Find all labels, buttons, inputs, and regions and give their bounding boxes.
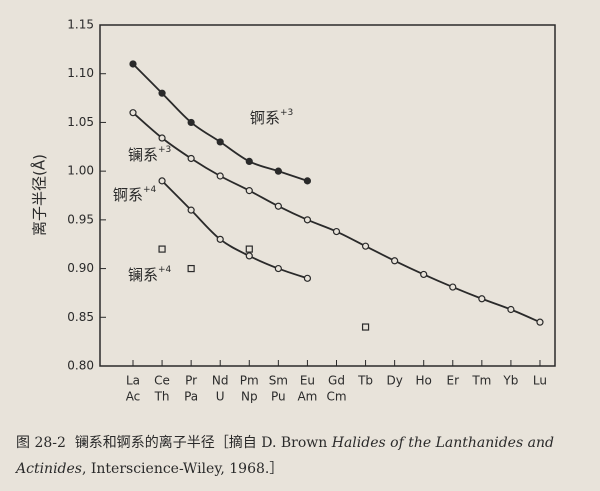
series-label: 锕系+4: [113, 185, 157, 204]
series-label: 镧系+3: [128, 145, 171, 164]
x-tick-label: Ho: [416, 374, 432, 388]
x-tick-label: Th: [154, 390, 170, 404]
series-line: [161, 180, 308, 280]
point: [391, 257, 399, 265]
series-name: 锕系: [113, 186, 143, 204]
point: [158, 134, 166, 142]
x-tick-label: Tb: [357, 374, 373, 388]
y-axis-label: 离子半径(Å): [30, 154, 49, 236]
caption: 图 28-2 镧系和锕系的离子半径［摘自 D. Brown Halides of…: [16, 430, 588, 482]
point: [449, 283, 457, 291]
series-charge: +3: [158, 145, 171, 155]
y-tick-label: 0.90: [67, 261, 94, 275]
caption-source: , Interscience-Wiley, 1968.］: [81, 461, 284, 477]
point: [129, 60, 137, 68]
x-tick-label: Pm: [240, 374, 259, 388]
series-charge: +4: [158, 265, 172, 275]
point: [158, 177, 166, 185]
point: [274, 202, 282, 210]
point: [303, 216, 312, 224]
x-tick-label: Dy: [386, 374, 402, 388]
point: [158, 89, 166, 97]
x-tick-label: Cm: [326, 390, 346, 404]
x-tick-label: Nd: [212, 374, 229, 388]
caption-book: Halides of the Lanthanides and Actinides: [16, 435, 554, 477]
point: [536, 318, 544, 326]
point: [507, 305, 515, 314]
series-name: 镧系: [128, 146, 158, 164]
x-tick-label: U: [216, 390, 225, 404]
x-tick-label: Ce: [154, 374, 170, 388]
series-name: 锕系: [250, 109, 280, 127]
x-tick-label: Eu: [300, 374, 315, 388]
point: [332, 227, 341, 236]
point: [187, 118, 195, 127]
point: [187, 154, 195, 163]
series-charge: +3: [280, 108, 293, 118]
x-tick-label: Gd: [328, 374, 345, 388]
y-tick-label: 1.10: [67, 66, 94, 80]
x-tick-label: Am: [297, 390, 317, 404]
x-tick-label: Ac: [126, 390, 141, 404]
point: [245, 245, 253, 253]
x-tick-label: Pr: [185, 374, 197, 388]
y-tick-label: 0.95: [67, 212, 94, 226]
point: [303, 274, 312, 282]
series-line: [132, 112, 541, 323]
x-tick-label: Er: [447, 374, 460, 388]
series-label: 锕系+3: [250, 108, 293, 127]
x-tick-label: Yb: [502, 374, 518, 388]
caption-text: 镧系和锕系的离子半径: [74, 435, 215, 451]
point: [361, 323, 370, 331]
point: [361, 242, 370, 250]
x-tick-label: Sm: [269, 374, 288, 388]
y-tick-label: 0.80: [67, 359, 94, 373]
chart: 离子半径(Å) 0.80 0.85 0.90 0.95 1.00 1.05 1.10 1.15…: [30, 18, 556, 404]
point: [245, 187, 253, 195]
y-tick-label: 1.05: [67, 115, 94, 129]
series-charge: +4: [143, 185, 157, 195]
point: [274, 264, 282, 273]
point: [129, 109, 137, 117]
point: [187, 264, 195, 273]
point: [158, 245, 166, 253]
x-tick-label: Np: [241, 390, 258, 404]
x-tick-label: Tm: [471, 374, 491, 388]
point: [216, 138, 224, 146]
point: [420, 270, 428, 279]
point: [216, 172, 224, 180]
point: [274, 167, 282, 175]
point: [303, 177, 312, 185]
caption-number: 图 28-2: [16, 435, 66, 451]
point: [478, 295, 486, 303]
point: [187, 206, 195, 214]
series-line: [132, 63, 308, 182]
caption-source: ［摘自 D. Brown: [214, 435, 332, 451]
series-name: 镧系: [128, 266, 158, 284]
y-tick-label: 0.85: [67, 310, 94, 324]
plot-frame: [99, 24, 556, 367]
point: [216, 235, 224, 243]
x-tick-label: Pu: [271, 390, 286, 404]
y-tick-label: 1.00: [67, 164, 94, 178]
y-tick-label: 1.15: [67, 18, 94, 32]
series-label: 镧系+4: [128, 265, 172, 284]
point: [245, 157, 253, 165]
point: [245, 252, 253, 260]
x-tick-label: Pa: [184, 390, 198, 404]
x-tick-label: La: [126, 374, 140, 388]
x-tick-label: Lu: [533, 374, 547, 388]
